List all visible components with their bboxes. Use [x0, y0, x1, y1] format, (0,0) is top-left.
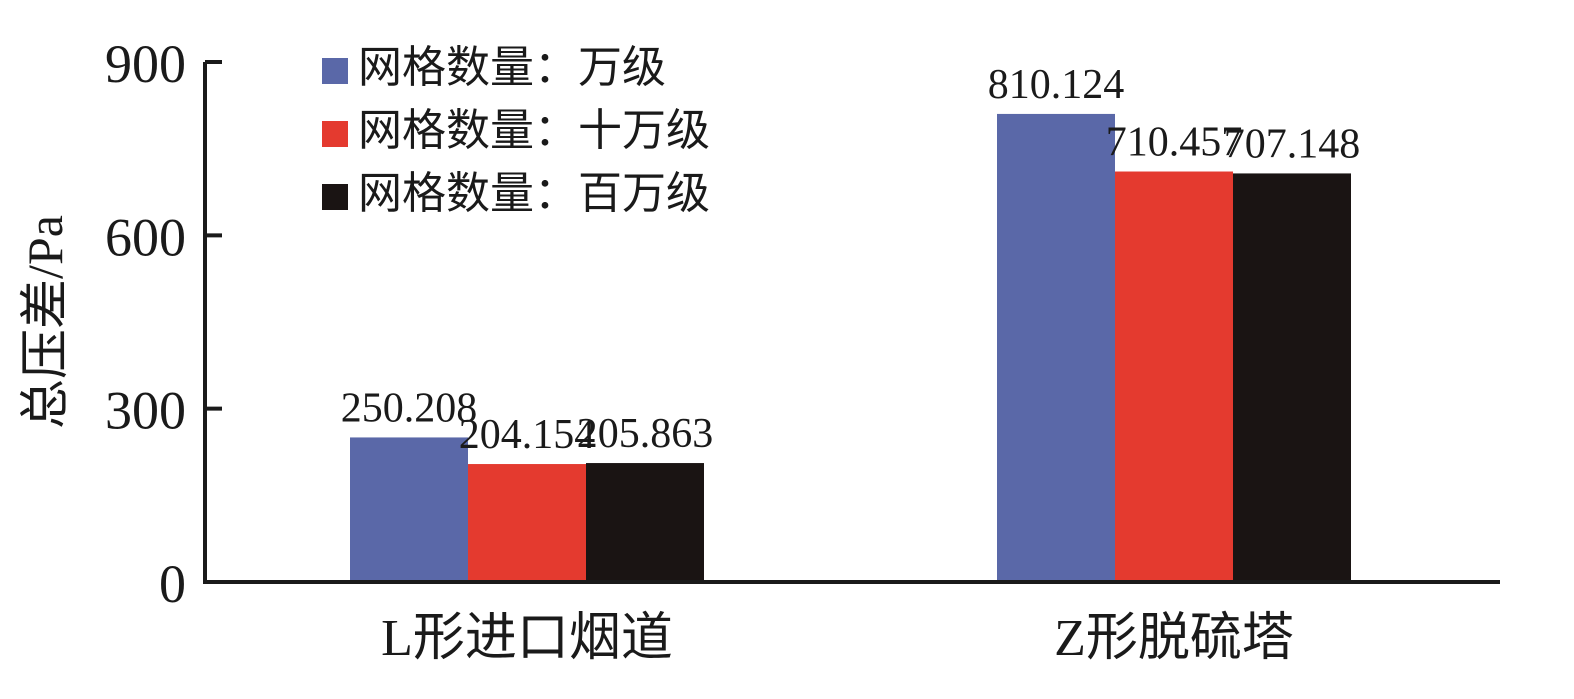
data-label-2-series-2: 710.457	[1106, 120, 1243, 166]
legend-swatch-1	[322, 58, 348, 84]
data-label-1-series-2: 204.154	[459, 412, 596, 458]
legend-label-3: 网格数量：百万级	[358, 169, 710, 218]
data-label-1-series-3: 205.863	[577, 411, 714, 457]
bar-2-series-3	[1233, 173, 1351, 582]
legend-label-1: 网格数量：万级	[358, 43, 666, 92]
data-labels-layer: 250.208 810.124 204.154 710.457 205.863 707.1…	[341, 62, 1361, 458]
bar-1-series-2	[468, 464, 586, 582]
y-axis-label: 总压差/Pa	[17, 215, 73, 429]
bar-1-series-3	[586, 463, 704, 582]
bar-2-series-2	[1115, 171, 1233, 582]
x-category-label: L形进口烟道	[381, 610, 673, 667]
data-label-2-series-3: 707.148	[1224, 121, 1361, 167]
x-categories-layer: L形进口烟道 Z形脱硫塔	[381, 610, 1294, 667]
x-category-label: Z形脱硫塔	[1054, 610, 1294, 667]
bars-layer	[350, 113, 1351, 583]
legend-swatch-2	[322, 121, 348, 147]
bar-1-series-1	[350, 437, 468, 582]
y-tick-label: 600	[105, 207, 186, 267]
y-tick-label: 300	[105, 381, 186, 441]
legend-label-2: 网格数量：十万级	[358, 106, 710, 155]
axes-layer	[203, 62, 1500, 584]
data-label-1-series-1: 250.208	[341, 385, 478, 431]
y-ticks-layer: 0 300 600 900	[105, 34, 222, 614]
data-label-2-series-1: 810.124	[988, 62, 1125, 108]
y-tick-label: 900	[105, 34, 186, 94]
bar-2-series-1	[997, 113, 1115, 583]
y-tick-label: 0	[159, 554, 186, 614]
legend-swatch-3	[322, 184, 348, 210]
